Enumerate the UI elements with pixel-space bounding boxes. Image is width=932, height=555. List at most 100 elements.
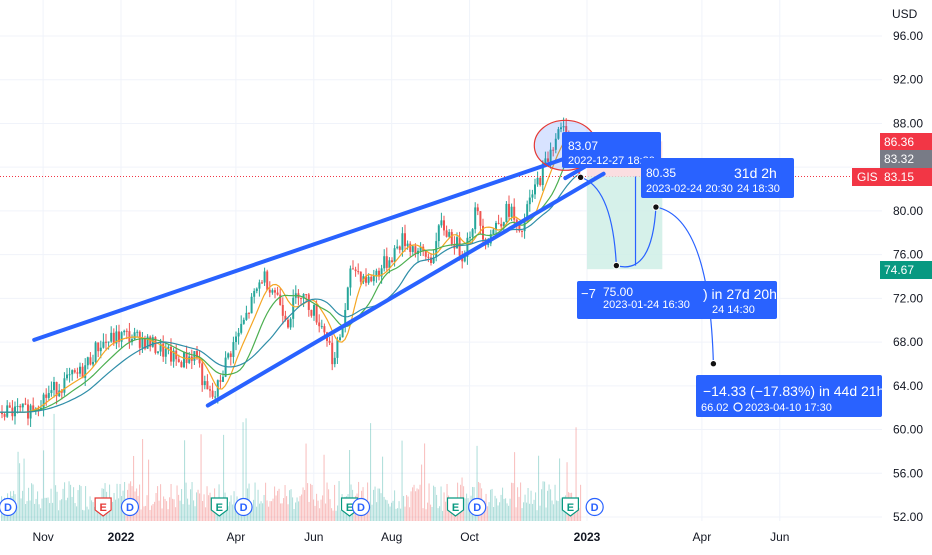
volume-bar <box>254 482 256 521</box>
candle-body <box>151 337 154 347</box>
volume-bar <box>305 443 307 521</box>
volume-bar <box>73 487 75 521</box>
candle-body <box>73 370 76 373</box>
callout-target-date: 2023-04-10 17:30 <box>745 402 832 414</box>
volume-bar <box>376 502 378 521</box>
candle-body <box>333 357 336 365</box>
volume-bar <box>445 501 447 521</box>
volume-bar <box>416 488 418 521</box>
candle-body <box>565 126 568 138</box>
volume-bar <box>226 509 228 521</box>
x-tick-label: Apr <box>693 530 712 544</box>
volume-bar <box>578 507 580 521</box>
volume-bar <box>38 504 40 521</box>
candle-body <box>60 390 63 393</box>
callout-target-change: −14.33 (−17.83%) in 44d 21h <box>703 383 884 399</box>
volume-bar <box>436 494 438 521</box>
callout-low-box <box>577 281 777 319</box>
volume-bar <box>418 489 420 521</box>
candle-body <box>513 206 516 220</box>
volume-bar <box>32 484 34 521</box>
volume-bar <box>517 487 519 521</box>
volume-bar <box>407 496 409 521</box>
candle-body <box>287 319 289 328</box>
candle-body <box>170 346 172 362</box>
candle-body <box>370 276 373 282</box>
y-tick-label: 64.00 <box>893 379 923 393</box>
volume-bar <box>166 501 168 521</box>
projection-point <box>709 360 718 368</box>
volume-bar <box>440 486 442 521</box>
volume-bar <box>23 458 25 521</box>
volume-bar <box>349 450 351 521</box>
candle-body <box>227 353 230 358</box>
volume-bar <box>419 484 421 521</box>
volume-bar <box>412 487 414 521</box>
volume-bar <box>115 499 117 521</box>
volume-bar <box>379 488 381 521</box>
candle-body <box>544 158 547 164</box>
volume-bar <box>149 509 151 521</box>
candle-body <box>505 203 508 223</box>
candle-body <box>357 271 360 273</box>
candle-body <box>271 290 274 293</box>
candle-body <box>336 340 339 358</box>
y-tick-label: 68.00 <box>893 335 923 349</box>
candle-body <box>367 276 370 283</box>
candle-body <box>53 381 55 391</box>
volume-bar <box>68 481 70 521</box>
callout-target-value: 66.02 <box>701 402 729 414</box>
volume-bar <box>545 507 547 521</box>
volume-bar <box>509 498 511 521</box>
clock-icon <box>733 402 743 412</box>
volume-bar <box>422 508 424 521</box>
candle-body <box>430 257 432 263</box>
volume-bar <box>320 499 322 521</box>
candle-body <box>248 312 250 314</box>
candle-body <box>487 243 490 246</box>
candle-body <box>14 406 16 417</box>
candle-body <box>515 219 518 225</box>
volume-bar <box>550 489 552 521</box>
callout-entry-date: 2022-12-27 18:30 <box>568 155 655 167</box>
candle-body <box>508 203 510 217</box>
volume-bar <box>184 440 186 521</box>
volume-bar <box>442 510 444 521</box>
volume-bar <box>35 498 37 521</box>
volume-bar <box>284 485 286 521</box>
volume-bar <box>373 489 375 521</box>
projection-segment <box>580 176 617 266</box>
volume-bar <box>110 508 112 521</box>
candle-body <box>450 232 453 245</box>
volume-bar <box>337 505 339 521</box>
candle-body <box>266 271 269 290</box>
volume-bar <box>293 508 295 521</box>
candle-body <box>42 394 45 408</box>
volume-bar <box>404 506 406 521</box>
earnings-marker <box>561 497 580 517</box>
volume-bar <box>22 490 24 521</box>
candle-body <box>391 260 393 263</box>
volume-bar <box>98 507 100 521</box>
candle-body <box>125 330 128 332</box>
volume-bar <box>433 485 435 521</box>
volume-bar <box>494 495 496 521</box>
x-tick-label: Jun <box>304 530 323 544</box>
volume-bar <box>310 483 312 521</box>
candle-body <box>47 393 50 398</box>
candle-body <box>89 357 92 365</box>
projection-segment <box>616 207 657 268</box>
candle-body <box>346 287 349 310</box>
volume-bar <box>154 501 156 521</box>
volume-bar <box>80 486 82 521</box>
volume-bar <box>263 495 265 521</box>
volume-bar <box>53 413 55 521</box>
candle-body <box>557 129 560 139</box>
volume-bar <box>401 440 403 521</box>
volume-bar <box>161 508 163 521</box>
volume-bar <box>272 498 274 521</box>
volume-bar <box>65 500 67 521</box>
volume-bar <box>334 484 336 521</box>
